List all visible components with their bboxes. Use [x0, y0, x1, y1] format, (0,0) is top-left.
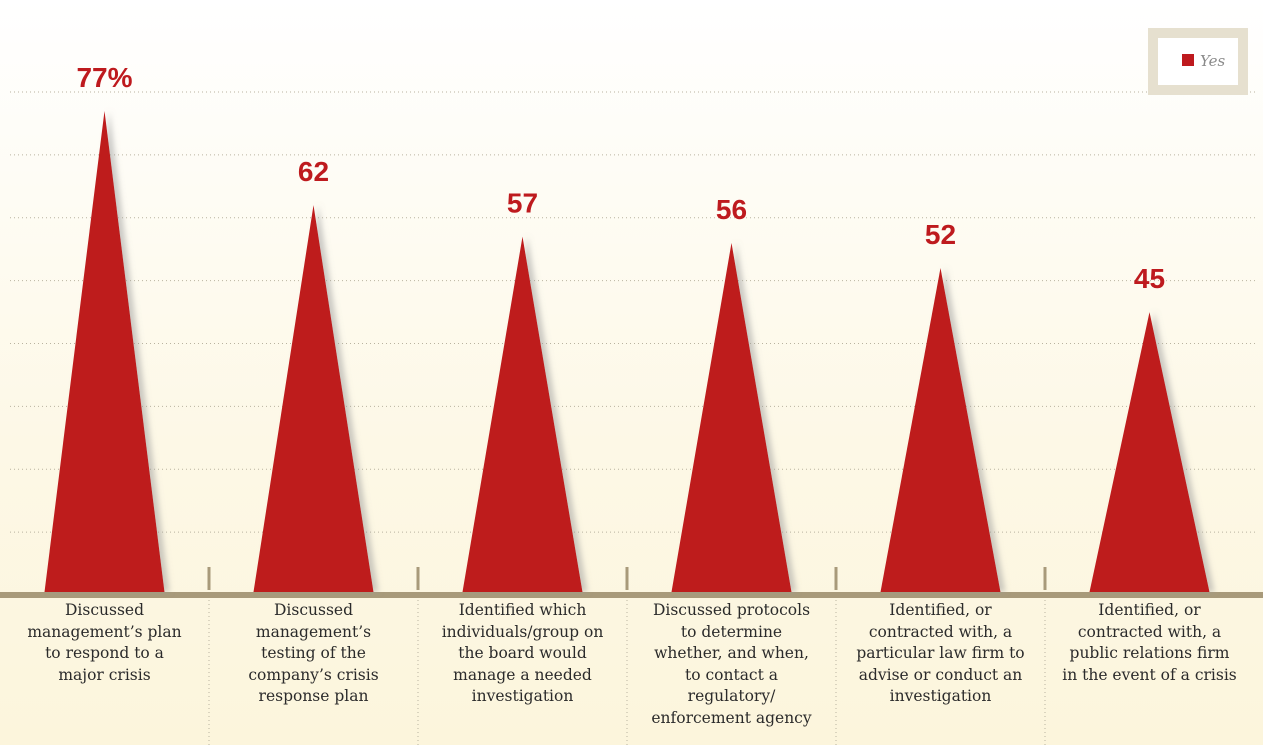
- x-tick-label: Discussed protocols to determine whether…: [651, 601, 812, 727]
- x-tick-label: Discussed management’s plan to respond t…: [27, 601, 182, 684]
- x-tick-label: Identified which individuals/group on th…: [441, 601, 604, 706]
- value-label: 56: [716, 194, 747, 225]
- value-label: 57: [507, 188, 538, 219]
- legend-box: [1158, 38, 1238, 85]
- value-label: 77%: [76, 62, 132, 93]
- x-tick-label: Identified, or contracted with, a public…: [1062, 601, 1237, 684]
- peak: [462, 236, 583, 593]
- legend-swatch: [1182, 54, 1194, 66]
- peak: [671, 242, 792, 592]
- peak: [1089, 312, 1210, 592]
- x-tick-label: Identified, or contracted with, a partic…: [856, 601, 1025, 706]
- value-label: 62: [298, 156, 329, 187]
- peak: [44, 110, 165, 593]
- legend-label: Yes: [1200, 52, 1225, 70]
- value-label: 45: [1134, 263, 1165, 294]
- peak: [880, 268, 1001, 592]
- x-tick-label: Discussed management’s testing of the co…: [248, 601, 379, 706]
- baseline: [0, 592, 1263, 598]
- value-label: 52: [925, 219, 956, 250]
- peak: [253, 205, 374, 593]
